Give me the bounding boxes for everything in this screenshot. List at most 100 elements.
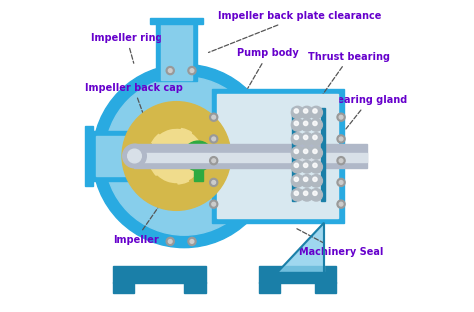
Text: Axis: Axis [234, 114, 257, 142]
FancyBboxPatch shape [161, 22, 192, 80]
FancyBboxPatch shape [113, 266, 206, 283]
Wedge shape [142, 176, 177, 206]
Circle shape [303, 163, 308, 168]
Text: Inlet: Inlet [103, 145, 136, 156]
FancyBboxPatch shape [85, 126, 92, 186]
Circle shape [294, 177, 299, 182]
Circle shape [301, 161, 313, 173]
Circle shape [310, 189, 322, 201]
FancyBboxPatch shape [273, 272, 327, 282]
Circle shape [303, 149, 308, 154]
Circle shape [301, 189, 313, 201]
FancyBboxPatch shape [193, 156, 203, 181]
Circle shape [210, 113, 218, 121]
Circle shape [294, 163, 299, 168]
Circle shape [190, 240, 194, 243]
Circle shape [292, 175, 304, 187]
Circle shape [190, 147, 207, 165]
Circle shape [301, 175, 313, 187]
Circle shape [166, 66, 174, 75]
Circle shape [210, 157, 218, 165]
Circle shape [168, 240, 172, 243]
Circle shape [292, 161, 304, 173]
Text: Impeller ring: Impeller ring [91, 33, 163, 63]
Circle shape [337, 135, 345, 143]
FancyBboxPatch shape [315, 282, 337, 293]
Circle shape [310, 147, 322, 159]
Circle shape [313, 177, 317, 182]
Circle shape [210, 135, 218, 143]
Circle shape [212, 181, 216, 184]
Circle shape [339, 137, 343, 141]
Circle shape [339, 115, 343, 119]
Text: Thrust bearing: Thrust bearing [309, 51, 391, 110]
Circle shape [166, 237, 174, 246]
Circle shape [337, 178, 345, 187]
Circle shape [294, 191, 299, 195]
Circle shape [292, 147, 304, 159]
FancyBboxPatch shape [292, 108, 296, 201]
FancyBboxPatch shape [321, 108, 325, 201]
FancyBboxPatch shape [217, 94, 338, 218]
Circle shape [212, 137, 216, 141]
Text: Pump body: Pump body [237, 48, 299, 88]
Circle shape [303, 191, 308, 195]
Wedge shape [146, 106, 183, 134]
Circle shape [294, 121, 299, 125]
Circle shape [294, 109, 299, 113]
Circle shape [294, 135, 299, 139]
Circle shape [188, 237, 196, 246]
Circle shape [303, 109, 308, 113]
Circle shape [313, 191, 317, 195]
Circle shape [148, 128, 204, 184]
Circle shape [310, 119, 322, 131]
Text: Impeller back cap: Impeller back cap [85, 83, 182, 113]
Circle shape [128, 149, 141, 163]
Polygon shape [276, 223, 324, 274]
Circle shape [188, 66, 196, 75]
Circle shape [337, 200, 345, 208]
Circle shape [310, 175, 322, 187]
Wedge shape [190, 164, 224, 200]
Circle shape [313, 135, 317, 139]
Circle shape [310, 161, 322, 173]
Circle shape [339, 202, 343, 206]
FancyBboxPatch shape [96, 136, 130, 176]
Circle shape [168, 69, 172, 72]
Circle shape [301, 106, 313, 119]
Circle shape [292, 106, 304, 119]
FancyBboxPatch shape [184, 282, 206, 293]
Wedge shape [192, 115, 225, 151]
FancyBboxPatch shape [156, 19, 197, 81]
Circle shape [301, 133, 313, 145]
Circle shape [212, 159, 216, 163]
Circle shape [337, 113, 345, 121]
Text: Machinery Seal: Machinery Seal [297, 229, 383, 257]
Circle shape [310, 133, 322, 145]
Circle shape [212, 115, 216, 119]
Circle shape [294, 149, 299, 154]
FancyBboxPatch shape [135, 144, 367, 168]
Circle shape [313, 121, 317, 125]
FancyBboxPatch shape [113, 282, 135, 293]
Circle shape [183, 141, 213, 171]
Circle shape [212, 202, 216, 206]
FancyBboxPatch shape [150, 18, 203, 24]
FancyBboxPatch shape [91, 131, 135, 181]
Circle shape [292, 119, 304, 131]
FancyBboxPatch shape [259, 282, 281, 293]
Text: Impeller back plate clearance: Impeller back plate clearance [209, 11, 382, 52]
Text: Bearing gland: Bearing gland [330, 95, 408, 129]
Circle shape [210, 200, 218, 208]
Circle shape [123, 144, 146, 168]
Circle shape [190, 69, 194, 72]
Text: Impeller: Impeller [113, 208, 158, 245]
Circle shape [292, 189, 304, 201]
Circle shape [301, 147, 313, 159]
FancyBboxPatch shape [259, 266, 337, 283]
FancyBboxPatch shape [212, 89, 344, 223]
Circle shape [105, 77, 264, 235]
Circle shape [303, 135, 308, 139]
Circle shape [313, 149, 317, 154]
Circle shape [313, 163, 317, 168]
